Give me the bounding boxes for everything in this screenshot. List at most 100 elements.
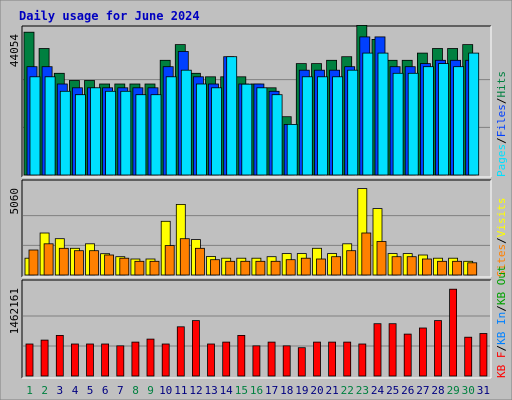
day-label-23: 23	[356, 384, 369, 397]
bar-kbytes-6	[101, 343, 109, 377]
panel-visits-sites: 5060	[8, 179, 492, 278]
bar-pages-13	[211, 87, 222, 176]
bar-kbytes-11	[176, 326, 185, 377]
bar-pages-5	[90, 87, 101, 176]
day-label-19: 19	[295, 384, 308, 397]
bar-sites-11	[179, 238, 190, 276]
bar-kbytes-27	[418, 327, 427, 377]
day-label-10: 10	[159, 384, 172, 397]
day-label-17: 17	[265, 384, 278, 397]
bar-kbytes-28	[434, 320, 442, 377]
day-label-21: 21	[325, 384, 338, 397]
bar-sites-30	[467, 262, 478, 276]
bar-sites-20	[316, 258, 326, 276]
day-label-3: 3	[56, 384, 63, 397]
day-label-24: 24	[371, 384, 385, 397]
bar-sites-6	[104, 254, 114, 276]
legend-hits-files-pages: Pages/Files/Hits	[495, 71, 508, 177]
day-label-31: 31	[477, 384, 490, 397]
legend-item: Sites	[495, 244, 508, 277]
bar-sites-9	[149, 260, 160, 276]
bar-kbytes-22	[343, 341, 352, 377]
panel-hits-files-pages: 44054	[8, 24, 492, 178]
legend-item: Files	[495, 104, 508, 137]
bar-pages-15	[241, 83, 253, 176]
day-labels: 1 2 3 4 5 6 7 8 9 10 11 12 13 14 15 16 17 18 19 20 21 22 23 24 2…	[26, 384, 490, 397]
bar-sites-28	[437, 260, 447, 276]
bar-sites-8	[134, 260, 145, 276]
bar-pages-4	[75, 94, 86, 176]
bar-pages-2	[44, 76, 56, 176]
y-max-label: 5060	[8, 188, 21, 215]
day-label-25: 25	[386, 384, 399, 397]
legend-kbytes: KB F/KB In/KB Out	[495, 265, 508, 378]
bar-pages-18	[286, 124, 298, 176]
bar-pages-12	[195, 83, 207, 176]
bar-pages-6	[105, 90, 116, 176]
bar-kbytes-12	[191, 320, 200, 377]
legend-item: /	[495, 345, 508, 352]
y-max-label: 1462161	[8, 288, 21, 334]
bar-sites-4	[74, 250, 84, 276]
bar-pages-26	[407, 72, 419, 176]
bar-kbytes-19	[297, 347, 306, 377]
bar-pages-25	[392, 72, 404, 176]
day-label-18: 18	[280, 384, 293, 397]
bar-sites-29	[452, 260, 463, 276]
bar-sites-5	[89, 250, 99, 276]
day-label-9: 9	[147, 384, 154, 397]
day-label-12: 12	[189, 384, 202, 397]
chart-title: Daily usage for June 2024	[19, 9, 200, 23]
legend-item: /	[495, 305, 508, 312]
bar-sites-1	[28, 249, 39, 276]
day-label-13: 13	[204, 384, 217, 397]
bar-pages-20	[317, 76, 328, 176]
day-label-1: 1	[26, 384, 33, 397]
bar-pages-28	[438, 63, 449, 176]
legend-item: KB F	[495, 352, 508, 379]
bar-pages-29	[453, 66, 465, 176]
day-label-6: 6	[102, 384, 109, 397]
bar-pages-23	[362, 52, 374, 176]
day-label-20: 20	[310, 384, 323, 397]
bar-sites-15	[240, 260, 251, 276]
bar-kbytes-24	[373, 323, 382, 377]
day-label-11: 11	[174, 384, 187, 397]
bar-sites-10	[164, 245, 175, 276]
bar-kbytes-9	[146, 338, 155, 377]
bar-kbytes-30	[464, 336, 473, 377]
bar-sites-7	[119, 257, 130, 276]
bar-sites-19	[300, 257, 311, 276]
bar-sites-24	[376, 241, 387, 276]
day-label-15: 15	[235, 384, 248, 397]
bar-kbytes-26	[403, 333, 412, 377]
bar-kbytes-29	[449, 288, 458, 377]
y-max-label: 44054	[8, 34, 21, 67]
bar-kbytes-31	[479, 333, 488, 377]
bar-pages-3	[59, 90, 71, 176]
day-label-26: 26	[401, 384, 414, 397]
bar-sites-13	[210, 259, 220, 276]
bar-sites-21	[331, 256, 342, 276]
bar-kbytes-3	[55, 334, 64, 377]
legend-item: /	[495, 137, 508, 144]
day-label-4: 4	[72, 384, 79, 397]
bar-pages-11	[180, 69, 192, 176]
bar-kbytes-25	[388, 323, 397, 377]
day-label-5: 5	[87, 384, 94, 397]
bar-sites-3	[58, 247, 69, 276]
bar-kbytes-10	[161, 343, 170, 377]
bar-pages-30	[468, 52, 480, 176]
bar-kbytes-14	[222, 341, 231, 377]
bar-pages-19	[301, 76, 313, 176]
bar-kbytes-13	[207, 343, 215, 377]
bar-kbytes-8	[131, 341, 140, 377]
bar-pages-9	[150, 94, 162, 176]
bar-sites-22	[346, 250, 357, 276]
day-label-8: 8	[132, 384, 139, 397]
bar-pages-22	[347, 69, 359, 176]
bar-pages-1	[29, 76, 41, 176]
day-label-7: 7	[117, 384, 124, 397]
bar-sites-26	[406, 256, 417, 276]
